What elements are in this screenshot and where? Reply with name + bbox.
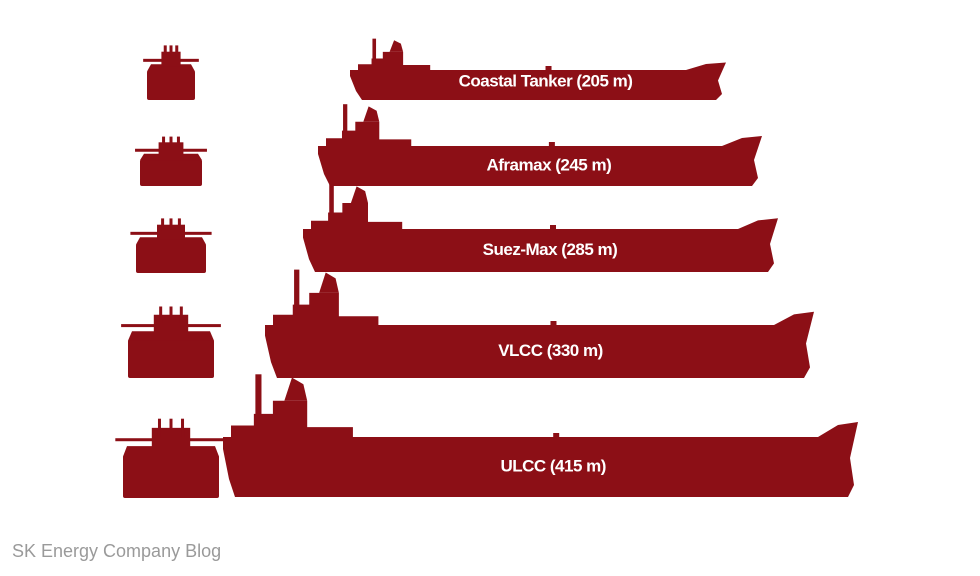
front-mast bbox=[169, 45, 173, 58]
front-deck bbox=[147, 64, 195, 72]
ship-mast bbox=[255, 374, 262, 418]
deck-fitting bbox=[545, 66, 552, 71]
front-mast bbox=[163, 45, 167, 58]
front-tower bbox=[151, 427, 191, 450]
front-hull bbox=[147, 70, 195, 100]
ship-superstructure bbox=[358, 51, 431, 71]
deck-fitting bbox=[550, 225, 556, 230]
front-hull bbox=[128, 339, 214, 378]
front-deck bbox=[136, 237, 206, 245]
front-mast bbox=[162, 136, 166, 148]
ship-mast bbox=[343, 104, 348, 133]
ship-label: ULCC (415 m) bbox=[500, 456, 605, 475]
front-deck bbox=[140, 153, 202, 161]
front-hull bbox=[140, 159, 202, 186]
ship-superstructure bbox=[326, 121, 412, 147]
ship-hull bbox=[265, 311, 814, 378]
front-mast bbox=[175, 45, 179, 58]
front-mast bbox=[181, 418, 185, 437]
deck-fitting bbox=[553, 433, 560, 438]
ship-funnel bbox=[350, 186, 368, 203]
front-mast bbox=[169, 418, 173, 437]
ship-hull bbox=[303, 218, 778, 272]
front-mast bbox=[169, 306, 173, 323]
front-mast bbox=[176, 136, 180, 148]
front-hull bbox=[123, 455, 219, 498]
ship-hull bbox=[318, 136, 762, 186]
ship-mast bbox=[294, 269, 300, 308]
ship-hull bbox=[223, 422, 858, 497]
front-mast bbox=[159, 306, 163, 323]
ship-label: Aframax (245 m) bbox=[486, 155, 611, 174]
front-mast bbox=[169, 218, 173, 231]
front-deck bbox=[123, 446, 219, 457]
front-mast bbox=[179, 306, 183, 323]
ship-superstructure bbox=[231, 400, 353, 438]
front-mast bbox=[169, 136, 173, 148]
footer: SK Energy Company Blog bbox=[12, 541, 221, 561]
ship-mast bbox=[329, 184, 334, 215]
front-tower bbox=[153, 314, 189, 334]
deck-fitting bbox=[550, 321, 557, 326]
ship-funnel bbox=[284, 377, 308, 401]
ship-label: Coastal Tanker (205 m) bbox=[459, 71, 633, 90]
front-mast bbox=[161, 218, 165, 231]
ship-superstructure bbox=[273, 292, 379, 326]
front-deck bbox=[128, 331, 214, 341]
ship-funnel bbox=[389, 40, 404, 52]
ship-label: Suez-Max (285 m) bbox=[483, 240, 618, 259]
ship-funnel bbox=[319, 272, 339, 293]
front-mast bbox=[157, 418, 161, 437]
ship-mast bbox=[372, 38, 377, 61]
deck-fitting bbox=[548, 142, 555, 147]
ship-hull bbox=[350, 62, 726, 100]
ship-superstructure bbox=[311, 202, 403, 230]
ship-funnel bbox=[363, 106, 380, 122]
front-hull bbox=[136, 243, 206, 273]
front-mast bbox=[177, 218, 181, 231]
ship-label: VLCC (330 m) bbox=[498, 341, 603, 360]
